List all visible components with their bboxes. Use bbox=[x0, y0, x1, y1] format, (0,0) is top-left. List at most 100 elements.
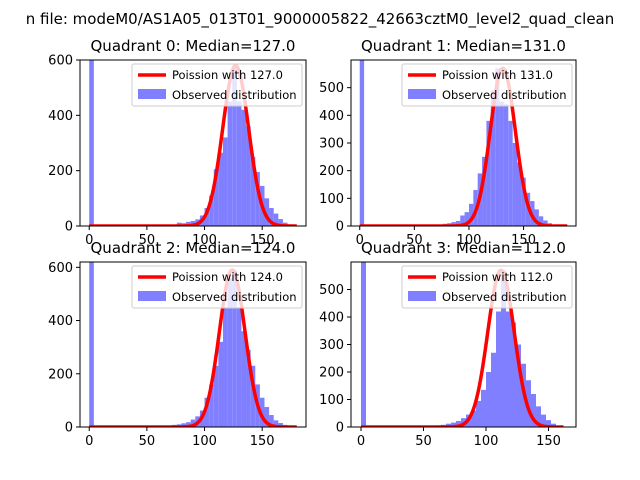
legend-label: Observed distribution bbox=[442, 290, 567, 304]
legend-box bbox=[131, 63, 303, 107]
histogram-bar bbox=[451, 222, 456, 226]
y-tick-label: 600 bbox=[48, 261, 73, 276]
histogram-bar bbox=[250, 365, 256, 427]
x-tick-label: 150 bbox=[536, 434, 561, 449]
x-tick-label: 0 bbox=[85, 233, 93, 248]
legend-label: Poission with 127.0 bbox=[172, 68, 283, 82]
histogram-bar bbox=[186, 221, 191, 226]
histogram-bar bbox=[218, 341, 223, 427]
y-tick-label: 200 bbox=[319, 164, 344, 179]
x-tick-label: 50 bbox=[139, 434, 156, 449]
y-tick-label: 100 bbox=[319, 192, 344, 207]
histogram-bar bbox=[213, 169, 219, 226]
histogram-bar bbox=[468, 203, 474, 226]
y-tick-label: 200 bbox=[48, 164, 73, 179]
legend: Poission with 131.0 Observed distribution bbox=[401, 63, 573, 107]
x-tick-label: 100 bbox=[474, 434, 499, 449]
axes-frame bbox=[79, 59, 307, 227]
plot-area bbox=[88, 60, 298, 226]
histogram-bar bbox=[521, 177, 526, 226]
histogram-bar bbox=[512, 143, 518, 226]
legend: Poission with 112.0 Observed distribution bbox=[401, 265, 573, 309]
histogram-bar bbox=[517, 162, 522, 226]
histogram-bar bbox=[460, 215, 465, 226]
histogram-bar bbox=[495, 68, 500, 226]
x-tick-label: 100 bbox=[192, 434, 217, 449]
histogram-bar bbox=[241, 109, 247, 226]
y-tick-label: 600 bbox=[48, 54, 73, 69]
histogram-bar bbox=[273, 420, 279, 427]
histogram-bar bbox=[359, 60, 365, 226]
histogram-bar bbox=[531, 394, 536, 427]
legend-label: Poission with 124.0 bbox=[172, 270, 283, 284]
x-tick-label: 0 bbox=[357, 434, 365, 449]
plot-area bbox=[359, 262, 565, 427]
histogram-bar bbox=[536, 406, 541, 427]
axes-frame bbox=[79, 261, 307, 428]
histogram-bar bbox=[496, 311, 501, 427]
x-tick-label: 150 bbox=[250, 434, 275, 449]
histogram-bar bbox=[250, 156, 256, 226]
figure-suptitle: n file: modeM0/AS1A05_013T01_9000005822_… bbox=[26, 10, 615, 29]
histogram-bar bbox=[264, 198, 270, 226]
histogram-bar bbox=[255, 172, 260, 226]
histogram-bar bbox=[273, 213, 279, 226]
x-tick-label: 150 bbox=[511, 233, 536, 248]
histogram-bar bbox=[486, 120, 491, 226]
y-tick-label: 400 bbox=[48, 314, 73, 329]
histogram-bar bbox=[232, 65, 237, 226]
histogram-bar bbox=[508, 120, 513, 226]
legend-label: Observed distribution bbox=[172, 88, 297, 102]
subplot-0: 0 50 100 150 0 200 400 600 Quadrant 0: Median=12… bbox=[48, 37, 307, 248]
y-tick-label: 0 bbox=[336, 421, 344, 436]
histogram-bar bbox=[451, 422, 456, 427]
histogram-bar bbox=[490, 90, 496, 226]
histogram-bar bbox=[491, 352, 496, 427]
histogram-bar bbox=[227, 101, 233, 226]
legend-label: Observed distribution bbox=[172, 290, 297, 304]
histogram-bar bbox=[361, 262, 366, 427]
legend-label: Observed distribution bbox=[442, 88, 567, 102]
histogram-bar bbox=[476, 400, 481, 427]
y-tick-label: 300 bbox=[319, 137, 344, 152]
legend-patch-swatch bbox=[408, 291, 436, 301]
histogram-bar bbox=[503, 104, 509, 226]
y-tick-label: 400 bbox=[319, 311, 344, 326]
histogram-bar bbox=[456, 420, 461, 427]
histogram-bar bbox=[481, 389, 486, 427]
x-tick-label: 100 bbox=[192, 233, 217, 248]
histogram-bar bbox=[190, 419, 196, 427]
histogram-bar bbox=[222, 307, 228, 427]
histogram-bar bbox=[204, 397, 210, 427]
histogram-bar bbox=[269, 415, 274, 427]
y-tick-label: 200 bbox=[319, 366, 344, 381]
histogram-bar bbox=[501, 270, 506, 427]
y-tick-label: 400 bbox=[319, 109, 344, 124]
plot-area bbox=[358, 60, 569, 226]
histogram-bar bbox=[246, 349, 251, 427]
legend-box bbox=[401, 265, 573, 309]
histogram-bar bbox=[499, 101, 504, 226]
plot-area bbox=[88, 262, 298, 427]
histogram-bar bbox=[543, 220, 548, 226]
histogram-bar bbox=[227, 277, 233, 427]
poisson-line bbox=[88, 63, 298, 226]
poisson-line bbox=[359, 268, 565, 427]
histogram-bar bbox=[471, 410, 476, 427]
x-tick-label: 0 bbox=[85, 434, 93, 449]
x-tick-label: 100 bbox=[457, 233, 482, 248]
legend-label: Poission with 131.0 bbox=[442, 68, 553, 82]
histogram-bar bbox=[89, 60, 94, 226]
histogram-bar bbox=[246, 126, 251, 226]
histogram-bar bbox=[236, 307, 242, 427]
histogram-bar bbox=[259, 397, 265, 427]
histogram-bar bbox=[486, 372, 491, 427]
subplot-2: 0 50 100 150 0 200 400 600 Quadrant 2: Median=12… bbox=[48, 239, 307, 449]
y-tick-label: 200 bbox=[48, 367, 73, 382]
legend: Poission with 124.0 Observed distribution bbox=[131, 265, 303, 309]
histogram-bar bbox=[534, 209, 539, 226]
x-tick-label: 50 bbox=[406, 233, 423, 248]
histogram-bar bbox=[213, 365, 219, 427]
y-tick-label: 0 bbox=[336, 220, 344, 235]
